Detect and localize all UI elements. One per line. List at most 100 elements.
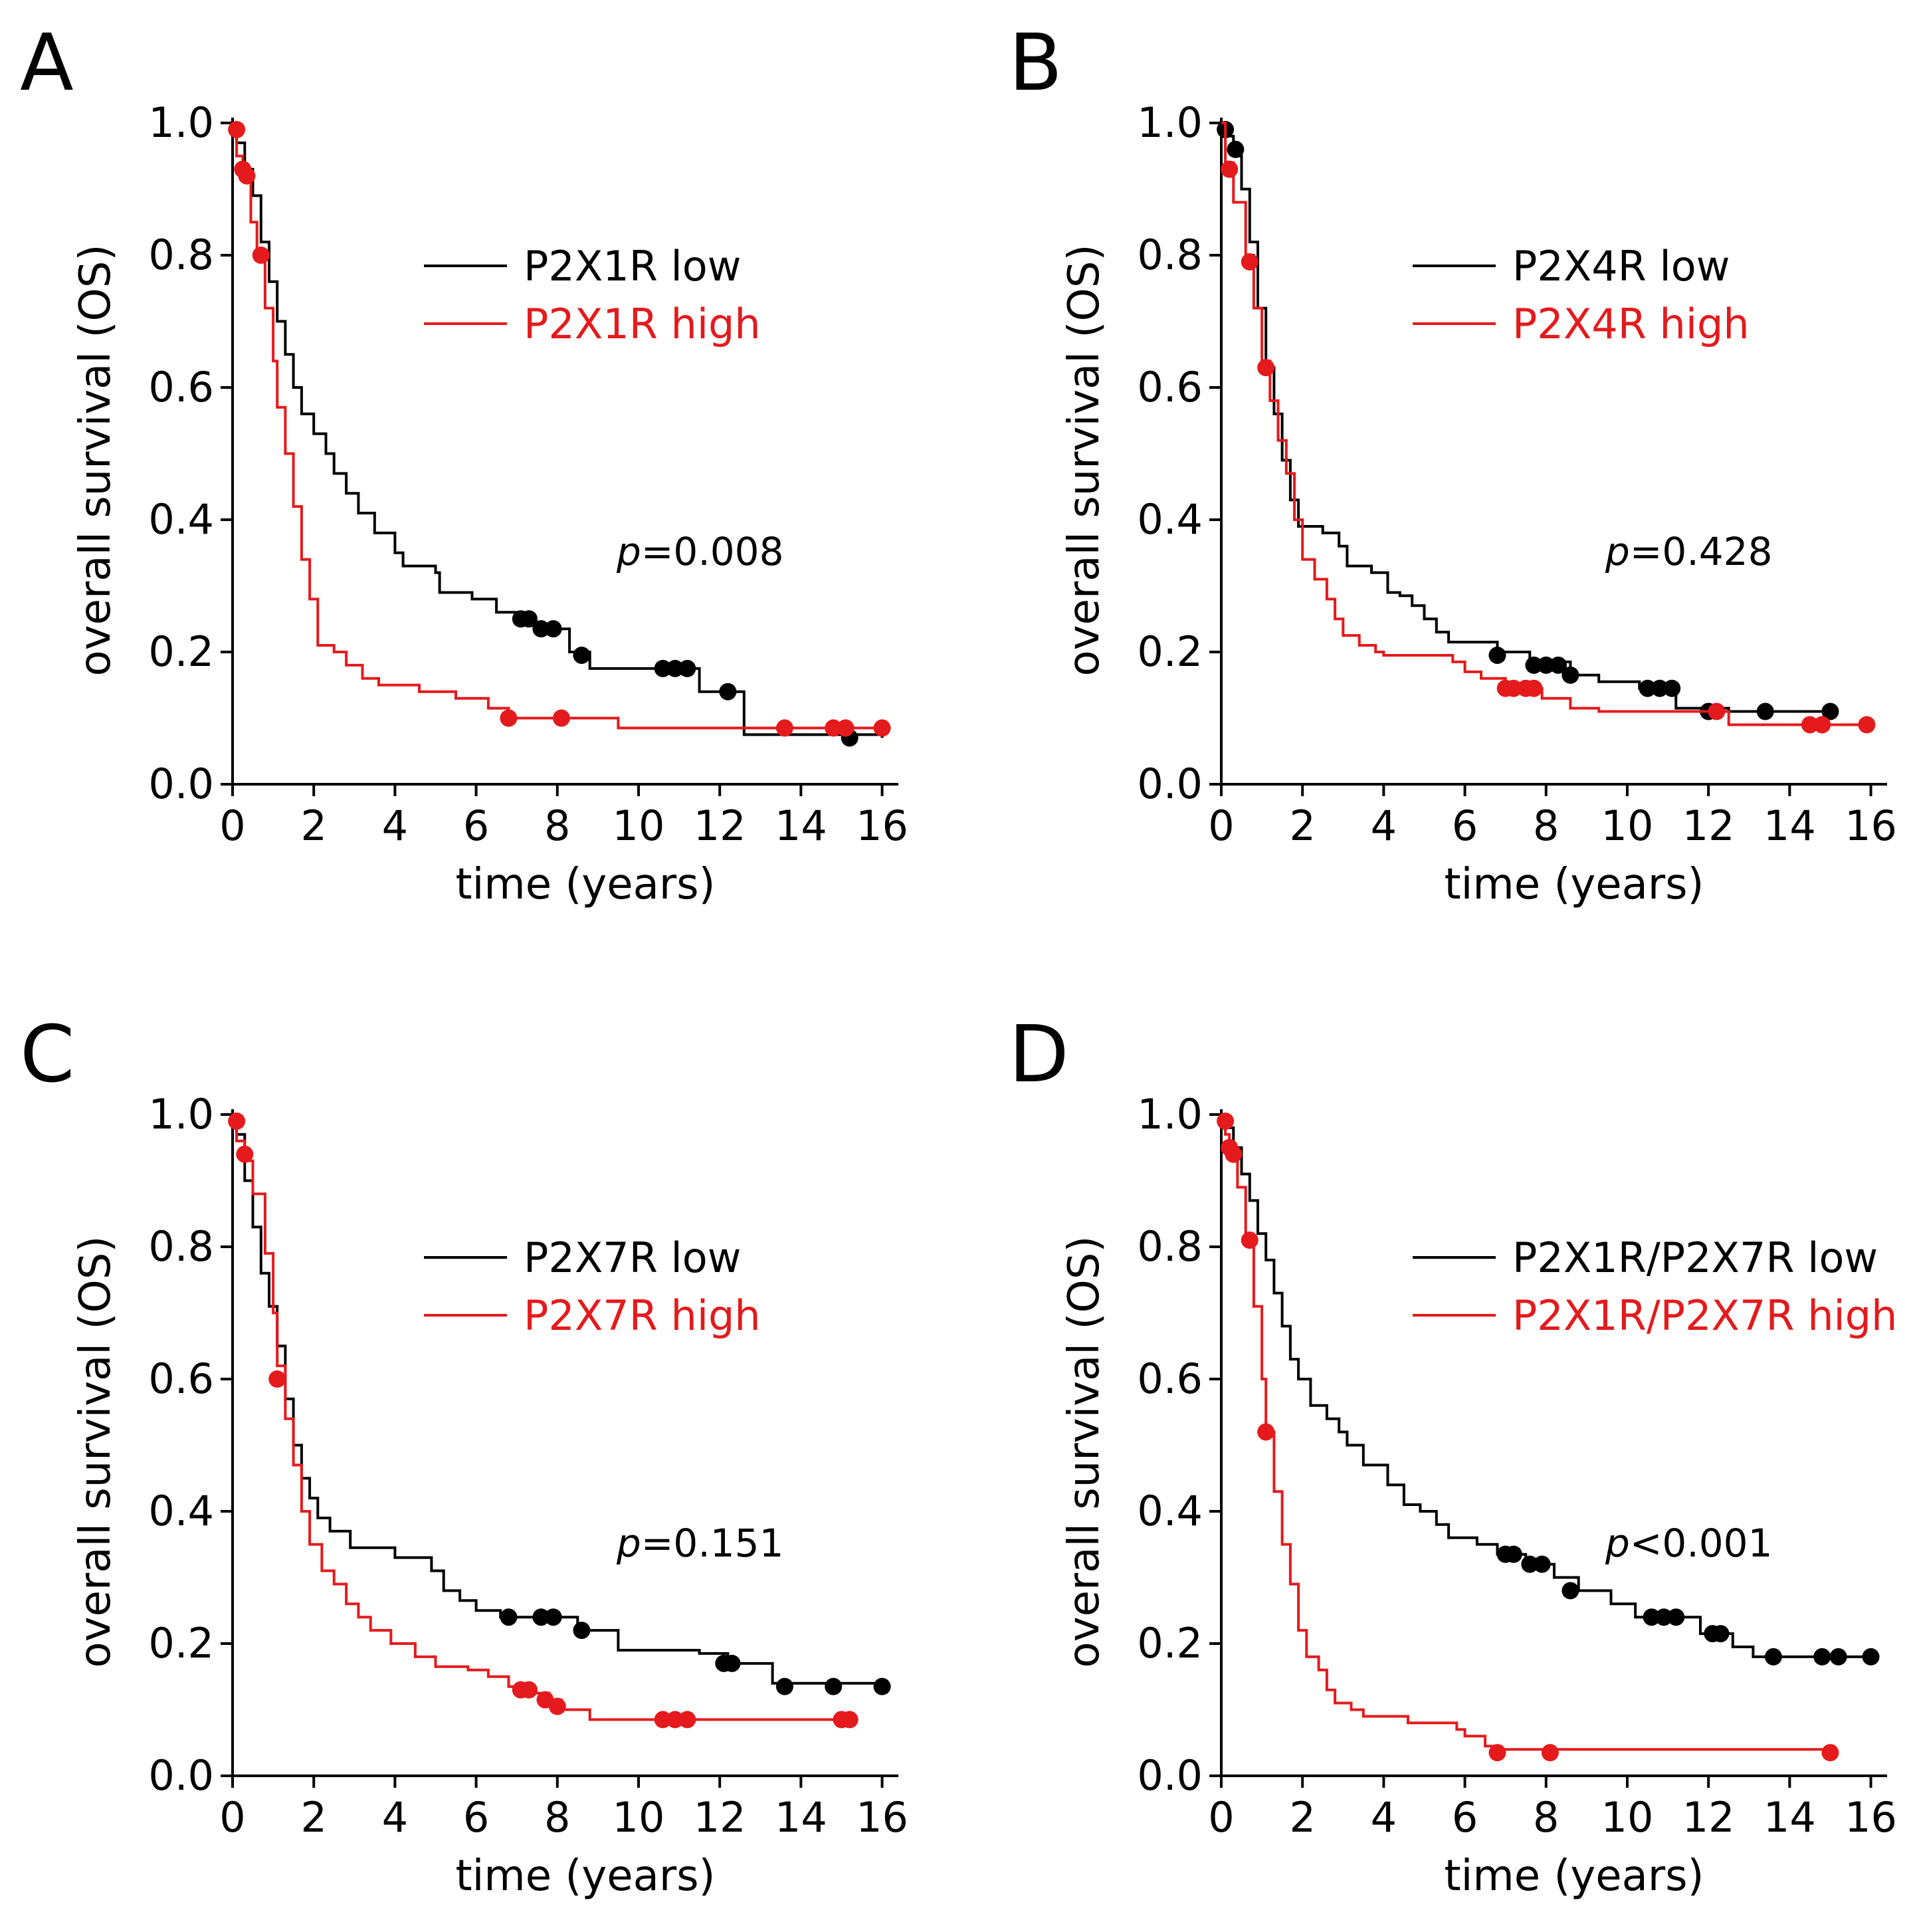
y-tick-label: 0.6 [1137,1354,1203,1403]
censor-marker [1708,702,1726,720]
y-tick-label: 0.2 [1137,1619,1203,1667]
x-axis-title: time (years) [456,860,716,909]
panel-c: C 0.0 0.2 0.4 0.6 0.8 1.0 0 2 4 6 8 10 12 14 16 time (ye… [20,1008,908,1901]
censor-marker [837,719,855,737]
x-tick-label: 0 [1208,1793,1234,1842]
survival-curve-low [1221,122,1831,713]
censor-marker [678,1711,696,1729]
x-tick-label: 16 [856,1793,908,1842]
censor-marker [873,1677,891,1695]
x-tick-label: 14 [775,802,827,850]
censor-marker [723,1654,741,1672]
censor-marker [552,709,570,727]
panel-letter: D [1009,1008,1069,1100]
censor-marker [500,1608,518,1626]
survival-curve-high [1221,122,1871,726]
x-tick-label: 16 [1845,802,1897,850]
x-tick-label: 10 [1601,1793,1654,1842]
censor-marker [268,1370,286,1388]
x-tick-label: 0 [1208,802,1234,850]
survival-curve-low [233,1113,884,1687]
censor-marker [1537,656,1555,674]
legend-label: P2X1R/P2X7R high [1512,1291,1897,1340]
y-tick-label: 0.2 [148,1619,214,1667]
censor-marker [520,610,538,628]
censor-marker [1655,1608,1672,1626]
y-tick-label: 1.0 [1137,98,1203,147]
censor-marker [520,1681,538,1699]
censor-marker [1639,679,1657,697]
censor-marker [1821,1744,1839,1762]
p-value-text: =0.008 [641,529,784,574]
censor-marker [825,1677,843,1695]
censor-marker [825,719,843,737]
x-tick-label: 8 [544,802,570,850]
p-value-symbol: p [1605,1521,1630,1566]
censor-marker [532,1608,550,1626]
censor-marker [252,247,270,264]
y-tick-label: 0.4 [148,1487,214,1535]
x-tick-label: 2 [1289,802,1315,850]
p-value-text: <0.001 [1630,1521,1773,1566]
y-tick-label: 1.0 [148,98,214,147]
censor-marker [573,646,591,664]
censor-marker [775,719,793,737]
y-tick-label: 0.0 [148,760,214,808]
legend-label: P2X7R low [524,1234,741,1282]
p-value: p<0.001 [1605,1521,1772,1566]
y-tick-label: 0.8 [148,231,214,279]
y-tick-label: 0.6 [1137,363,1203,411]
x-tick-label: 2 [1289,1793,1315,1842]
y-axis-title: overall survival (OS) [71,1236,120,1668]
censor-marker [1541,1744,1559,1762]
p-value-symbol: p [1605,529,1630,574]
censor-marker [1550,656,1567,674]
x-tick-label: 14 [775,1793,827,1842]
x-tick-label: 2 [300,1793,326,1842]
censor-marker [1227,140,1245,158]
censor-marker [654,659,672,677]
censor-marker [1257,1423,1275,1441]
censor-marker [654,1711,672,1729]
censor-marker [1488,1744,1506,1762]
legend-label: P2X1R low [524,242,741,290]
censor-marker [1488,646,1506,664]
censor-marker [666,1711,684,1729]
x-tick-label: 12 [694,1793,746,1842]
censor-marker [1862,1648,1880,1665]
censor-marker [841,1711,858,1729]
x-tick-label: 8 [544,1793,570,1842]
y-tick-label: 0.8 [1137,1222,1203,1271]
x-tick-label: 6 [463,802,489,850]
censor-marker [532,620,550,638]
censor-marker [1241,253,1258,270]
x-tick-label: 8 [1533,1793,1559,1842]
censor-marker [1521,1555,1539,1573]
x-tick-label: 10 [613,802,665,850]
x-tick-label: 14 [1763,802,1816,850]
censor-marker [1858,716,1876,734]
y-tick-label: 0.8 [1137,231,1203,279]
x-tick-label: 4 [1371,802,1397,850]
x-tick-label: 6 [463,1793,489,1842]
censor-marker [1561,1582,1579,1600]
censor-marker [719,683,737,700]
x-tick-label: 6 [1452,802,1478,850]
censor-marker [678,659,696,677]
y-axis-title: overall survival (OS) [71,245,120,677]
y-axis-title: overall survival (OS) [1060,245,1109,677]
censor-marker [544,620,562,638]
censor-marker [775,1677,793,1695]
x-tick-label: 14 [1763,1793,1816,1842]
x-tick-label: 4 [1371,1793,1397,1842]
x-tick-label: 2 [300,802,326,850]
y-tick-label: 0.0 [1137,1751,1203,1800]
x-tick-label: 12 [1682,1793,1735,1842]
x-tick-label: 10 [613,1793,665,1842]
censor-marker [1821,702,1839,720]
censor-marker [228,120,246,138]
y-tick-label: 0.0 [148,1751,214,1800]
y-axis-title: overall survival (OS) [1060,1236,1109,1668]
y-tick-label: 0.6 [148,1354,214,1403]
